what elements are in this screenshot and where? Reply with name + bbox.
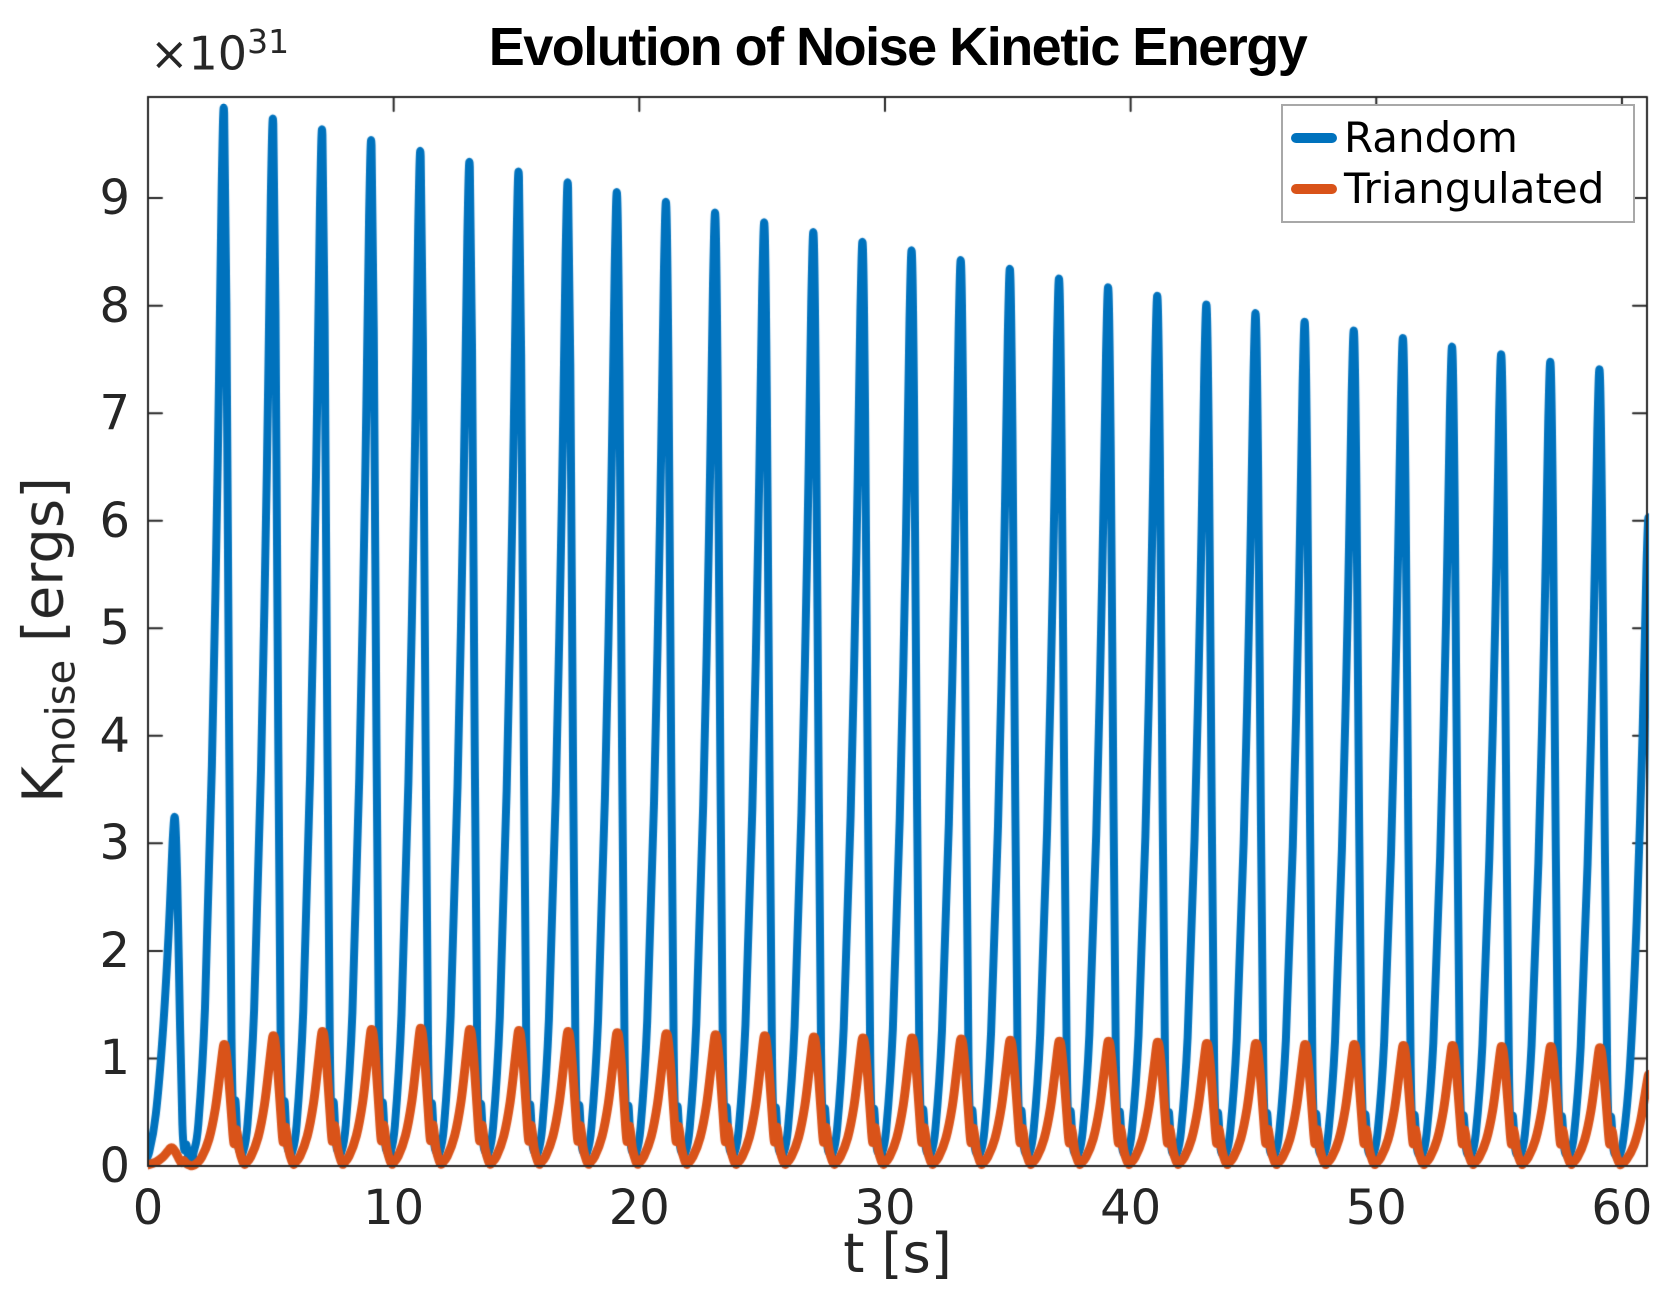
y-tick-label: 6 (99, 492, 130, 549)
x-tick-label: 0 (132, 1180, 164, 1236)
y-tick-label: 1 (99, 1030, 130, 1087)
y-tick-label: 2 (99, 922, 130, 979)
x-tick-label: 50 (1345, 1180, 1407, 1236)
chart-title: Evolution of Noise Kinetic Energy (488, 17, 1308, 77)
offset-exponent: 31 (247, 22, 290, 61)
legend-line-swatch-random (1291, 133, 1337, 143)
x-tick-label: 40 (1100, 1180, 1162, 1236)
y-tick-label: 5 (99, 600, 130, 657)
legend-label-triangulated: Triangulated (1344, 164, 1605, 213)
x-axis-label: t [s] (843, 1222, 952, 1285)
y-tick-label: 9 (99, 170, 130, 227)
y-tick-label: 3 (99, 815, 130, 872)
y-axis-label-symbol: K (11, 766, 77, 803)
legend-line-swatch-triangulated (1291, 184, 1337, 194)
y-tick-label: 4 (99, 707, 130, 764)
y-axis-offset-label: ×1031 (150, 22, 289, 80)
legend-item-triangulated: Triangulated (1291, 168, 1627, 210)
x-tick-label: 60 (1591, 1180, 1653, 1236)
x-tick-label: 30 (854, 1180, 916, 1236)
legend: Random Triangulated (1281, 104, 1635, 223)
offset-base: ×10 (150, 26, 248, 81)
y-tick-label: 0 (99, 1138, 130, 1194)
legend-label-random: Random (1344, 113, 1518, 162)
y-tick-label: 7 (99, 385, 130, 442)
legend-item-random: Random (1291, 117, 1627, 159)
x-tick-label: 20 (608, 1180, 670, 1236)
y-tick-label: 8 (99, 277, 130, 334)
x-tick-label: 10 (363, 1180, 425, 1236)
